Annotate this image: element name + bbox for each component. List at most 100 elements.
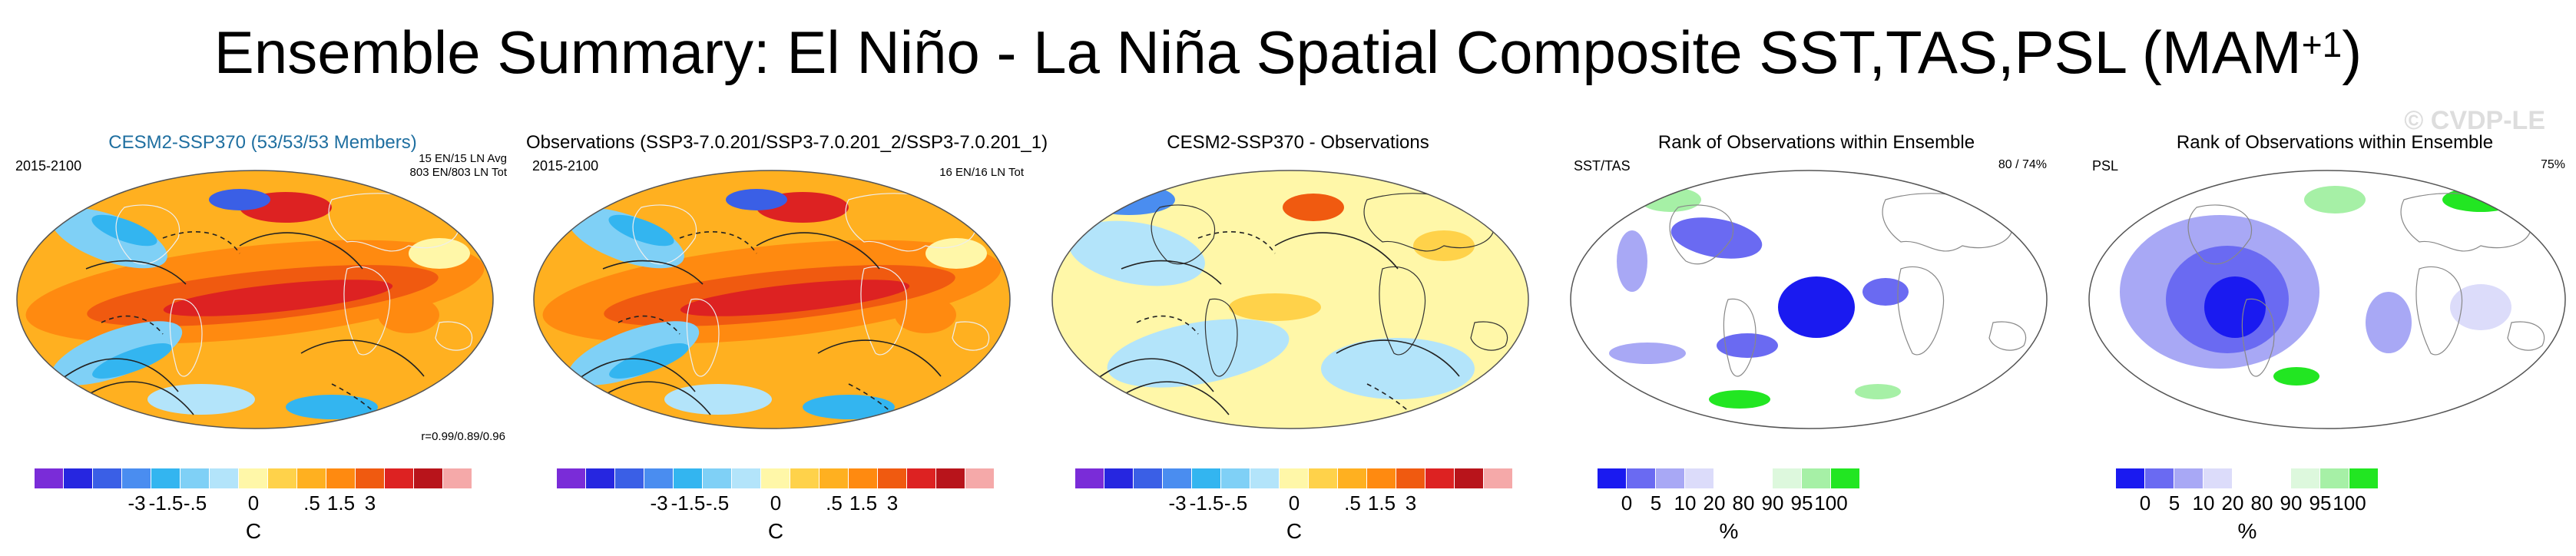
anomaly-blob	[1617, 230, 1647, 292]
anomaly-blob	[378, 296, 439, 333]
colorbar-tick-label: 3	[1405, 491, 1417, 515]
anomaly-blob	[568, 321, 700, 386]
colorbar-box	[1134, 468, 1163, 488]
anomaly-blob	[1778, 276, 1855, 338]
colorbar-box	[1685, 468, 1714, 488]
anomaly-blob	[286, 395, 378, 419]
colorbar-tick-label: 0	[247, 491, 260, 515]
coastline	[1470, 321, 1508, 351]
colorbar-observations: -3 -1.5 -.5 0 .5 1.5 3 C	[557, 468, 995, 545]
panel-ensemble-correlation: r=0.99/0.89/0.96	[421, 430, 505, 443]
colorbar-tick-label: 80	[1732, 491, 1755, 515]
colorbar-tick-label: -1.5	[1189, 491, 1224, 515]
anomaly-blob	[2366, 292, 2412, 353]
colorbar-box	[2262, 468, 2291, 488]
panel-ensemble-map	[16, 170, 494, 429]
colorbar-box	[443, 468, 472, 488]
colorbar-box	[1802, 468, 1831, 488]
colorbar-tick-label: -1.5	[670, 491, 706, 515]
panel-difference-title: CESM2-SSP370 - Observations	[1167, 132, 1429, 153]
anomaly-blob	[608, 214, 674, 247]
colorbar-tick-label: 95	[1790, 491, 1813, 515]
colorbar-box	[122, 468, 151, 488]
colorbar-box	[615, 468, 644, 488]
psl-contour-negative	[679, 231, 757, 254]
colorbar-box	[790, 468, 819, 488]
colorbar-unit: C	[245, 519, 262, 543]
colorbar-tick-label: 95	[2309, 491, 2332, 515]
psl-contour	[1336, 339, 1460, 377]
colorbar-box	[2320, 468, 2349, 488]
colorbar-tick-label: 3	[364, 491, 376, 515]
colorbar-boxes	[557, 468, 995, 488]
colorbar-box	[1714, 468, 1743, 488]
colorbar-tick-label: 90	[2280, 491, 2303, 515]
colorbar-tick-label: 10	[1674, 491, 1697, 515]
figure-title-superscript: +1	[2301, 25, 2343, 65]
colorbar-box	[819, 468, 849, 488]
panel-ensemble-title: CESM2-SSP370 (53/53/53 Members)	[108, 132, 417, 153]
anomaly-blob	[209, 189, 270, 210]
colorbar-box	[1192, 468, 1221, 488]
colorbar-tick-label: 5	[1650, 491, 1662, 515]
coastline	[632, 204, 697, 265]
colorbar-boxes	[35, 468, 472, 488]
anomaly-blob	[1068, 220, 1205, 286]
colorbar-box	[64, 468, 93, 488]
psl-contour-negative	[1136, 315, 1199, 335]
colorbar-box	[1484, 468, 1513, 488]
panel-rank-sst-variable: SST/TAS	[1574, 158, 1631, 174]
anomaly-blob	[1083, 184, 1175, 215]
colorbar-box	[1743, 468, 1773, 488]
panel-rank-psl-percent: 75%	[2540, 158, 2565, 171]
anomaly-blob	[568, 207, 684, 269]
anomaly-blob	[925, 238, 987, 269]
colorbar-box	[1367, 468, 1396, 488]
colorbar-box	[849, 468, 878, 488]
colorbar-tick-label: -1.5	[148, 491, 184, 515]
anomaly-blob	[409, 238, 470, 269]
colorbar-tick-label: 100	[1814, 491, 1848, 515]
coastline	[115, 204, 180, 265]
colorbar-tick-label: .5	[1344, 491, 1361, 515]
colorbar-box	[1831, 468, 1860, 488]
panel-rank-sst: Rank of Observations within Ensemble SST…	[1563, 123, 2070, 461]
panel-ensemble-note-2: 803 EN/803 LN Tot	[409, 166, 507, 179]
psl-contour-negative	[101, 315, 164, 335]
anomaly-blob	[1229, 293, 1321, 321]
colorbar-box	[1773, 468, 1802, 488]
panel-observations-title: Observations (SSP3-7.0.201/SSP3-7.0.201_…	[526, 132, 1048, 153]
colorbar-tick-label: 80	[2250, 491, 2273, 515]
map-field	[534, 170, 1010, 429]
colorbar-box	[674, 468, 703, 488]
coastline	[686, 298, 720, 377]
colorbar-tick-label: -.5	[1223, 491, 1248, 515]
map-field	[2089, 170, 2565, 429]
colorbar-tick-label: -.5	[705, 491, 730, 515]
panel-ensemble-note-1: 15 EN/15 LN Avg	[419, 152, 507, 165]
coastline	[2241, 298, 2275, 377]
anomaly-blob	[147, 384, 255, 415]
anomaly-blob	[2273, 367, 2319, 386]
map-outline	[16, 170, 494, 429]
panel-observations-note: 16 EN/16 LN Tot	[939, 166, 1024, 179]
coastline	[1897, 266, 1945, 356]
colorbar-box	[414, 468, 443, 488]
panel-observations: Observations (SSP3-7.0.201/SSP3-7.0.201_…	[526, 123, 1048, 461]
panel-ensemble-years: 2015-2100	[15, 158, 82, 174]
colorbar-tick-label: 5	[2168, 491, 2180, 515]
anomaly-blob	[1978, 189, 2024, 210]
colorbar-box	[965, 468, 995, 488]
coastline	[435, 321, 473, 351]
colorbar-rank-psl: 0 5 10 20 80 90 95 100%	[2116, 468, 2554, 545]
colorbar-box	[1627, 468, 1656, 488]
anomaly-blob	[1640, 187, 1701, 212]
colorbar-box	[1656, 468, 1685, 488]
coastline	[2507, 321, 2545, 351]
colorbar-box	[326, 468, 356, 488]
psl-contour	[817, 339, 942, 377]
colorbar-box	[180, 468, 210, 488]
colorbar-box	[1075, 468, 1104, 488]
colorbar-difference: -3 -1.5 -.5 0 .5 1.5 3 C	[1075, 468, 1513, 545]
panel-difference: CESM2-SSP370 - Observations	[1045, 123, 1551, 461]
